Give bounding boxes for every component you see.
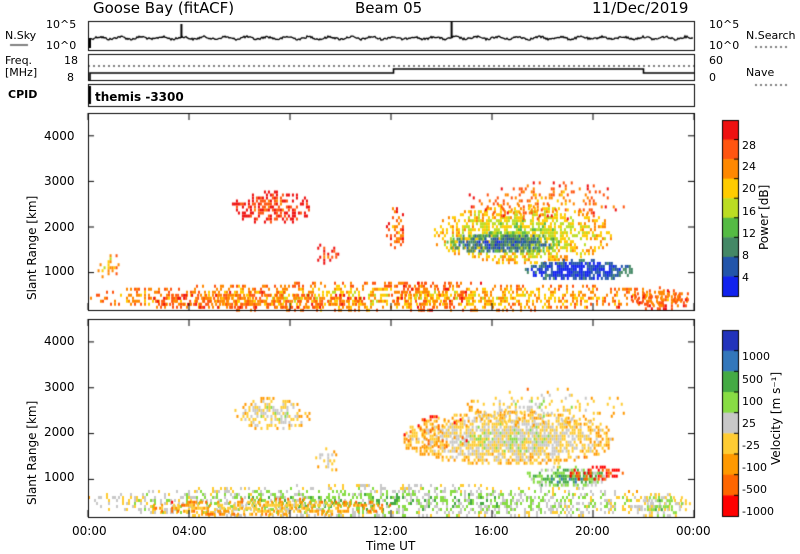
y-tick-vel-3000: 3000 <box>44 380 75 394</box>
beam-title: Beam 05 <box>355 0 423 17</box>
freq-label-line1: Freq. <box>5 54 33 67</box>
y-axis-label-velocity: Slant Range [km] <box>25 400 39 505</box>
freq-tick-top: 18 <box>64 54 78 67</box>
station-title: Goose Bay (fitACF) <box>93 0 235 17</box>
nsearch-tick-bottom: 10^0 <box>709 39 740 52</box>
power-tick-24: 24 <box>742 160 756 173</box>
freq-tick-bottom: 8 <box>67 71 74 84</box>
freq-label-line2: [MHz] <box>5 66 38 79</box>
vel-tick-1000: 1000 <box>742 350 770 363</box>
vel-tick-neg1000: -1000 <box>742 505 774 518</box>
x-tick-1: 04:00 <box>172 524 207 538</box>
nsky-tick-bottom: 10^0 <box>46 39 77 52</box>
velocity-bar-title: Velocity [m s⁻¹] <box>769 371 783 465</box>
y-tick-power-1000: 1000 <box>44 264 75 278</box>
y-tick-vel-1000: 1000 <box>44 470 75 484</box>
cpid-value: themis -3300 <box>95 90 184 104</box>
nave-tick-bottom: 0 <box>709 71 716 84</box>
cpid-label: CPID <box>8 88 38 101</box>
power-tick-12: 12 <box>742 227 756 240</box>
x-tick-3: 12:00 <box>373 524 408 538</box>
power-tick-16: 16 <box>742 205 756 218</box>
nave-tick-top: 60 <box>709 54 723 67</box>
power-bar-title: Power [dB] <box>757 184 771 250</box>
x-tick-6: 00:00 <box>676 524 711 538</box>
y-tick-power-4000: 4000 <box>44 129 75 143</box>
y-tick-power-2000: 2000 <box>44 220 75 234</box>
nsearch-label: N.Search <box>746 29 796 42</box>
y-tick-power-3000: 3000 <box>44 174 75 188</box>
nsearch-tick-top: 10^5 <box>709 18 740 31</box>
vel-tick-neg500: -500 <box>742 483 767 496</box>
power-tick-4: 4 <box>742 271 749 284</box>
vel-tick-neg100: -100 <box>742 461 767 474</box>
x-tick-2: 08:00 <box>273 524 308 538</box>
power-tick-20: 20 <box>742 182 756 195</box>
y-axis-label-power: Slant Range [km] <box>25 195 39 300</box>
power-tick-8: 8 <box>742 249 749 262</box>
nsky-label: N.Sky <box>5 29 37 42</box>
power-tick-28: 28 <box>742 139 756 152</box>
x-tick-0: 00:00 <box>72 524 107 538</box>
x-tick-4: 16:00 <box>474 524 509 538</box>
vel-tick-neg25: -25 <box>742 439 760 452</box>
vel-tick-25: 25 <box>742 417 756 430</box>
y-tick-vel-4000: 4000 <box>44 334 75 348</box>
y-tick-vel-2000: 2000 <box>44 425 75 439</box>
x-axis-label: Time UT <box>366 539 416 553</box>
date-title: 11/Dec/2019 <box>592 0 689 17</box>
nsky-tick-top: 10^5 <box>46 18 77 31</box>
nave-label: Nave <box>746 66 775 79</box>
x-tick-5: 20:00 <box>575 524 610 538</box>
vel-tick-500: 500 <box>742 373 763 386</box>
vel-tick-100: 100 <box>742 395 763 408</box>
